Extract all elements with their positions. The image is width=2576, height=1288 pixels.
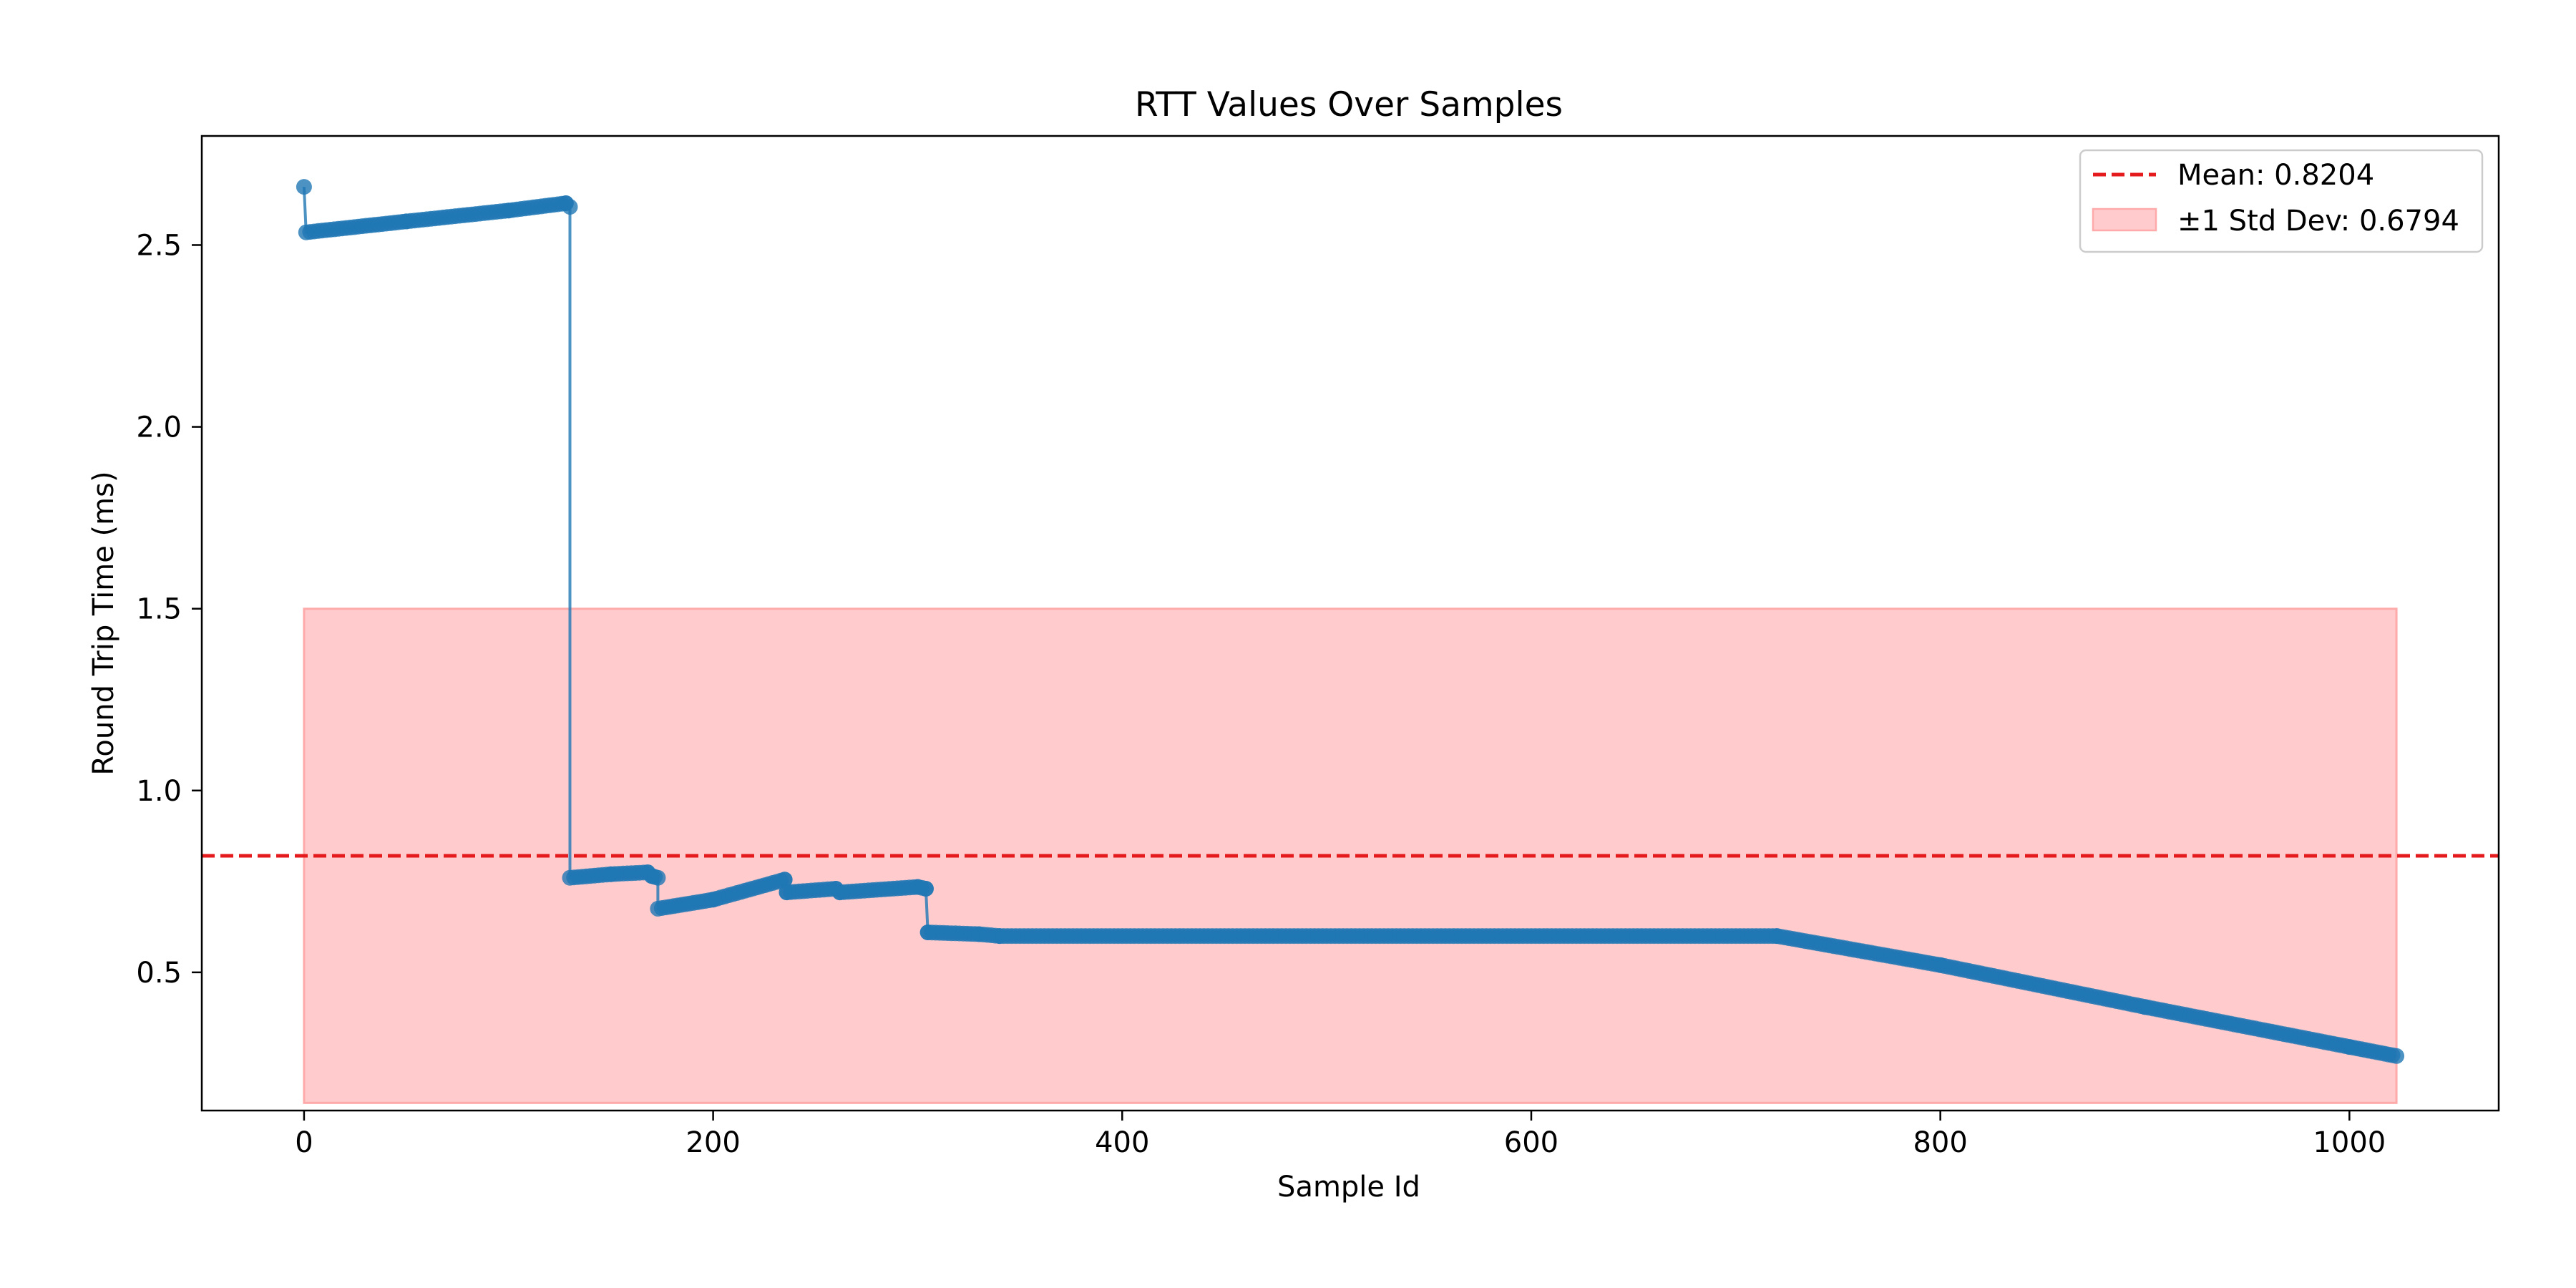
plot-area [202, 179, 2499, 1104]
rtt-point [296, 179, 312, 195]
y-tick-label: 2.0 [136, 411, 182, 444]
x-tick-label: 400 [1095, 1126, 1149, 1159]
legend-mean-label: Mean: 0.8204 [2177, 159, 2374, 192]
x-tick-label: 600 [1504, 1126, 1558, 1159]
y-tick-label: 1.0 [136, 775, 182, 808]
rtt-markers [296, 179, 2405, 1064]
plot-frame [200, 135, 2500, 1112]
x-axis-ticks: 0 200 400 600 800 1000 [295, 1111, 2386, 1159]
rtt-point [562, 199, 578, 215]
y-axis-ticks: 0.5 1.0 1.5 2.0 2.5 [136, 229, 202, 990]
x-tick-label: 1000 [2313, 1126, 2386, 1159]
rtt-point [650, 869, 666, 886]
x-tick-label: 0 [295, 1126, 313, 1159]
y-tick-label: 1.5 [136, 593, 182, 626]
rtt-point [776, 872, 793, 888]
chart-title: RTT Values Over Samples [1135, 85, 1563, 125]
y-tick-label: 2.5 [136, 229, 182, 262]
rtt-point [2389, 1048, 2405, 1064]
x-tick-label: 800 [1913, 1126, 1967, 1159]
y-axis-label: Round Trip Time (ms) [87, 471, 120, 775]
x-axis-label: Sample Id [1277, 1171, 1420, 1204]
legend-std-dev-label: ±1 Std Dev: 0.6794 [2177, 205, 2459, 238]
legend-std-dev-swatch [2092, 208, 2157, 232]
rtt-series-layer [296, 179, 2405, 1064]
x-tick-label: 200 [686, 1126, 740, 1159]
legend: Mean: 0.8204 ±1 Std Dev: 0.6794 [2079, 149, 2484, 253]
y-tick-label: 0.5 [136, 957, 182, 990]
rtt-point [917, 881, 934, 897]
legend-box [2079, 149, 2484, 253]
